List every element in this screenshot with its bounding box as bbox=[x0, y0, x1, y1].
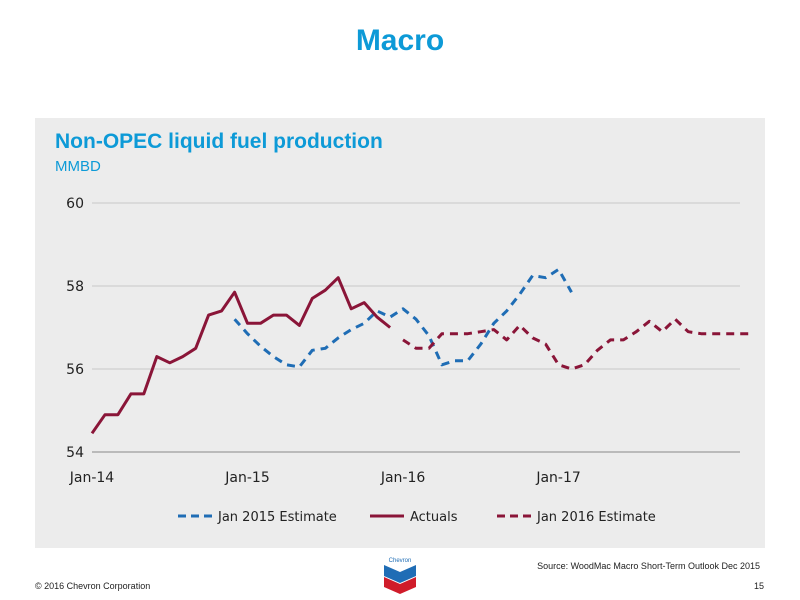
logo-chevron-bottom bbox=[384, 577, 416, 594]
y-tick-label: 58 bbox=[66, 279, 84, 295]
x-tick-label: Jan-16 bbox=[380, 470, 426, 486]
legend-label-2: Jan 2016 Estimate bbox=[536, 510, 656, 525]
source-note: Source: WoodMac Macro Short-Term Outlook… bbox=[537, 561, 760, 571]
y-tick-label: 54 bbox=[66, 445, 84, 461]
y-tick-label: 60 bbox=[66, 196, 84, 212]
chevron-logo: Chevron bbox=[384, 558, 416, 594]
legend-label-0: Jan 2015 Estimate bbox=[217, 510, 337, 525]
chart-panel bbox=[35, 118, 765, 548]
y-tick-label: 56 bbox=[66, 362, 84, 378]
series-line-2 bbox=[402, 317, 753, 371]
x-tick-label: Jan-15 bbox=[224, 470, 269, 486]
grid-lines bbox=[92, 202, 740, 453]
legend: Jan 2015 Estimate Actuals Jan 2016 Estimat… bbox=[178, 510, 656, 525]
chart-title: Non-OPEC liquid fuel production bbox=[55, 130, 383, 153]
series-line-0 bbox=[233, 267, 573, 369]
slide-title: Macro bbox=[355, 24, 445, 57]
x-tick-label: Jan-17 bbox=[535, 470, 580, 486]
logo-text: Chevron bbox=[389, 558, 412, 564]
copyright: © 2016 Chevron Corporation bbox=[35, 581, 151, 591]
page-number: 15 bbox=[753, 581, 764, 591]
legend-label-1: Actuals bbox=[410, 510, 458, 525]
chart-subtitle: MMBD bbox=[55, 158, 101, 175]
axes: 54 56 58 60 Jan-14 Jan-15 Jan-16 Jan-17 bbox=[66, 196, 740, 486]
logo-chevron-top bbox=[384, 565, 416, 583]
x-tick-label: Jan-14 bbox=[69, 470, 115, 486]
series-lines bbox=[90, 267, 753, 435]
series-line-1 bbox=[90, 276, 392, 435]
